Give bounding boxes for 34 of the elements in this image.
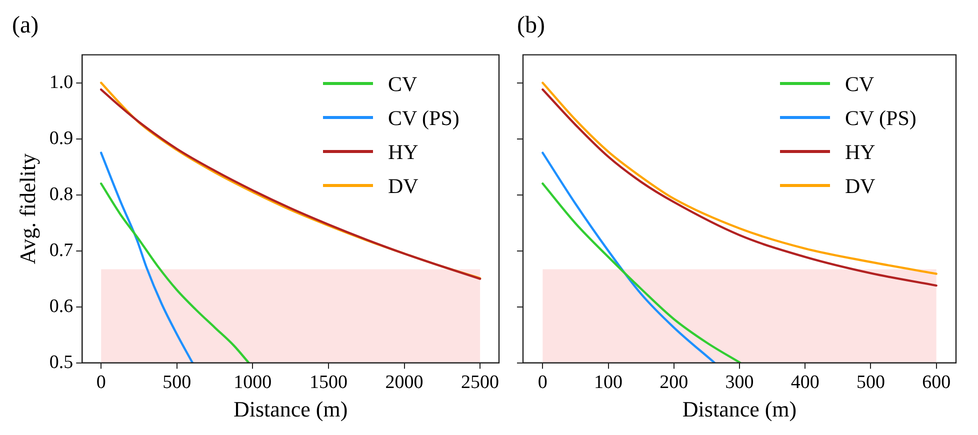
legend-label: HY (845, 138, 876, 166)
x-tick-label: 2000 (385, 372, 424, 394)
y-tick-label: 0.8 (49, 184, 74, 205)
legend-label: DV (845, 172, 876, 200)
y-tick-label: 0.6 (49, 296, 74, 317)
x-tick-label: 400 (790, 372, 820, 394)
x-tick-label: 1000 (234, 372, 272, 394)
chart-title: (b) (517, 12, 545, 39)
x-axis-title: Distance (m) (233, 396, 348, 422)
x-tick-label: 2500 (461, 372, 500, 394)
y-tick-label: 1.0 (49, 72, 74, 93)
x-tick-label: 0 (538, 372, 548, 394)
y-tick-label: 0.9 (49, 128, 74, 149)
legend-label: CV (845, 70, 874, 98)
legend-label: CV (PS) (388, 104, 460, 132)
legend-label: CV (388, 70, 418, 98)
legend-label: DV (388, 172, 418, 200)
x-axis-title: Distance (m) (682, 396, 797, 422)
x-tick-label: 1500 (309, 372, 348, 394)
x-tick-label: 600 (922, 372, 951, 394)
y-tick-label: 0.5 (49, 352, 74, 373)
x-tick-label: 500 (162, 372, 192, 394)
x-tick-label: 100 (594, 372, 623, 394)
y-axis-title: Avg. fidelity (14, 153, 40, 264)
legend-label: HY (388, 138, 418, 166)
x-tick-label: 200 (660, 372, 688, 394)
y-tick-label: 0.7 (49, 240, 74, 261)
line-series (100, 182, 250, 363)
line-series (100, 152, 194, 363)
chart-title: (a) (12, 12, 39, 39)
x-tick-label: 500 (856, 372, 885, 394)
x-tick-label: 300 (725, 372, 754, 394)
x-tick-label: 0 (96, 372, 106, 394)
legend-label: CV (PS) (845, 104, 916, 132)
